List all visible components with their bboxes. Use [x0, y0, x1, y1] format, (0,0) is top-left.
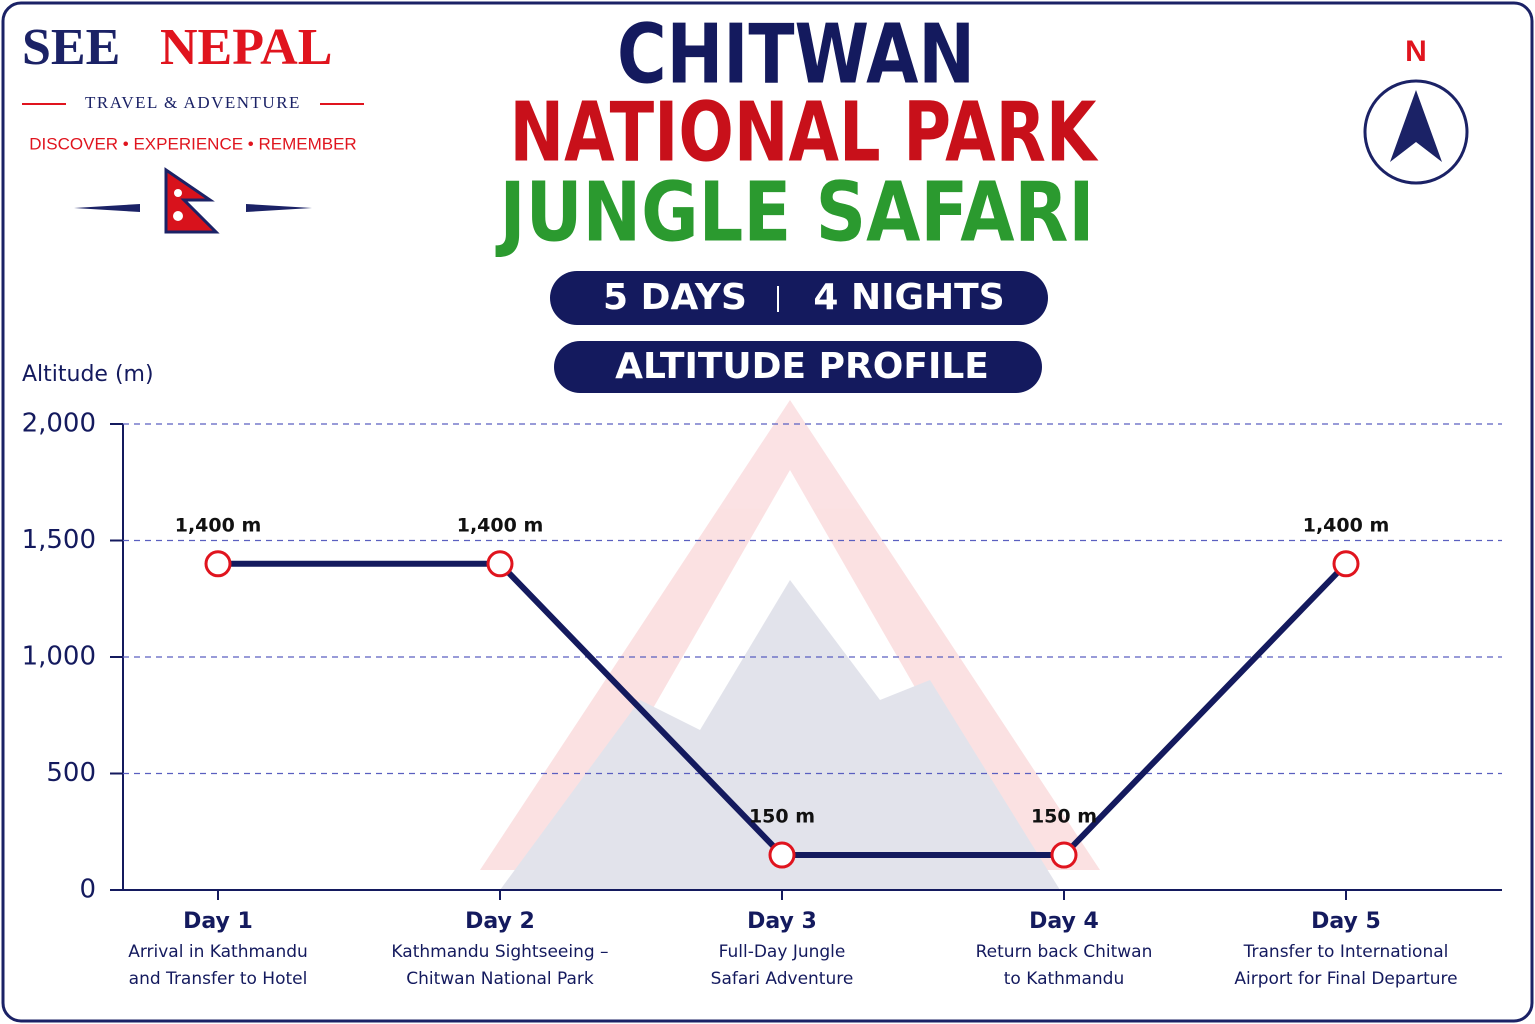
day-description: and Transfer to Hotel — [129, 969, 308, 989]
day-description: Chitwan National Park — [406, 969, 594, 989]
y-tick-label: 1,500 — [22, 525, 96, 555]
x-tick-label: Day 1 — [183, 909, 253, 934]
y-tick-label: 1,000 — [22, 642, 96, 672]
brand-name: SEE — [22, 19, 120, 76]
day-description: Kathmandu Sightseeing – — [391, 942, 608, 962]
day-description: Full-Day Jungle — [719, 942, 846, 962]
value-label: 1,400 m — [175, 514, 262, 536]
compass-needle — [1390, 90, 1442, 162]
y-tick-label: 500 — [46, 758, 96, 788]
value-label: 150 m — [1031, 806, 1097, 828]
y-axis-label: Altitude (m) — [22, 362, 154, 387]
flag — [164, 167, 220, 234]
title: CHITWAN — [617, 7, 975, 102]
value-label: 1,400 m — [457, 514, 544, 536]
ornament — [246, 204, 312, 212]
day-description: to Kathmandu — [1004, 969, 1125, 989]
x-tick-label: Day 2 — [465, 909, 535, 934]
point — [768, 841, 796, 869]
day-description: Transfer to International — [1243, 942, 1449, 962]
point — [486, 550, 514, 578]
subtitle: ALTITUDE PROFILE — [615, 346, 989, 387]
days: 5 DAYS — [603, 277, 747, 318]
point — [1050, 841, 1078, 869]
watermark — [480, 400, 1100, 890]
ornament — [74, 204, 140, 212]
value-label: 1,400 m — [1303, 514, 1390, 536]
x-tick-label: Day 3 — [747, 909, 817, 934]
point — [1332, 550, 1360, 578]
title: NATIONAL PARK — [510, 85, 1100, 180]
day-description: Return back Chitwan — [976, 942, 1153, 962]
pill — [550, 271, 1048, 325]
pill — [554, 341, 1042, 393]
day-description: Arrival in Kathmandu — [128, 942, 308, 962]
value-label: 150 m — [749, 806, 815, 828]
title: JUNGLE SAFARI — [495, 165, 1094, 260]
x-tick-label: Day 4 — [1029, 909, 1099, 934]
brand-tagline: TRAVEL & ADVENTURE — [85, 93, 301, 112]
brand-motto: DISCOVER • EXPERIENCE • REMEMBER — [29, 134, 356, 153]
nights: 4 NIGHTS — [813, 277, 1004, 318]
day-description: Safari Adventure — [711, 969, 854, 989]
y-tick-label: 0 — [79, 875, 96, 905]
brand-name: NEPAL — [160, 19, 332, 76]
compass-ring — [1363, 79, 1469, 185]
compass-label: N — [1405, 35, 1427, 68]
point — [204, 550, 232, 578]
day-description: Airport for Final Departure — [1234, 969, 1457, 989]
x-tick-label: Day 5 — [1311, 909, 1381, 934]
y-tick-label: 2,000 — [22, 409, 96, 439]
